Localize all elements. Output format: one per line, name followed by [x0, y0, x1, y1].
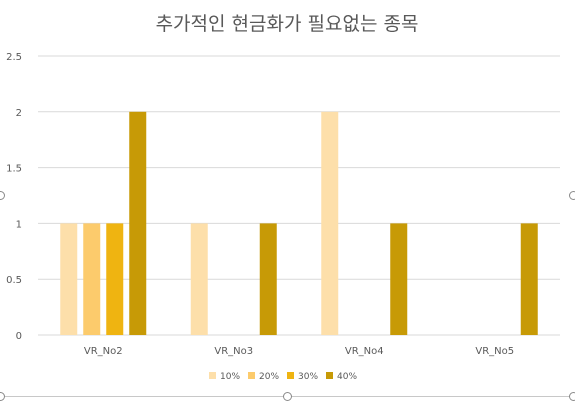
- y-tick-label: 0.5: [6, 275, 22, 286]
- x-axis: VR_No2 VR_No3 VR_No4 VR_No5: [84, 346, 514, 357]
- bar: [83, 223, 101, 335]
- chart-title: 추가적인 현금화가 필요없는 종목: [156, 13, 419, 35]
- bar: [390, 223, 408, 335]
- x-tick-label: VR_No3: [214, 346, 253, 357]
- legend-label: 40%: [337, 372, 357, 382]
- bar: [190, 223, 208, 335]
- bar: [321, 111, 339, 335]
- legend-swatch: [209, 372, 216, 379]
- legend-swatch: [248, 372, 255, 379]
- y-tick-label: 1: [16, 219, 22, 230]
- x-tick-label: VR_No2: [84, 346, 123, 357]
- y-tick-label: 2: [16, 108, 22, 119]
- y-tick-label: 0: [16, 331, 22, 342]
- bar: [60, 223, 78, 335]
- resize-handle-left[interactable]: [0, 191, 5, 200]
- legend-swatch: [287, 372, 294, 379]
- bar: [129, 111, 147, 335]
- legend-label: 20%: [259, 372, 279, 382]
- bar: [520, 223, 538, 335]
- y-tick-label: 2.5: [6, 52, 22, 63]
- resize-handle-right[interactable]: [569, 191, 575, 200]
- x-tick-label: VR_No5: [475, 346, 514, 357]
- bars: [60, 111, 538, 335]
- legend: 10% 20% 30% 40%: [209, 372, 357, 382]
- x-tick-label: VR_No4: [345, 346, 384, 357]
- bar: [106, 223, 124, 335]
- legend-swatch: [326, 372, 333, 379]
- legend-label: 30%: [298, 372, 318, 382]
- y-tick-label: 1.5: [6, 164, 22, 175]
- bar: [259, 223, 277, 335]
- legend-label: 10%: [220, 372, 240, 382]
- y-axis: 0 0.5 1 1.5 2 2.5: [6, 52, 22, 342]
- gridlines: [38, 55, 560, 336]
